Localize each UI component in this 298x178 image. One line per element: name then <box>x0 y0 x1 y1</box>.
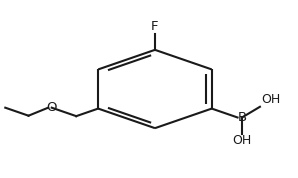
Text: F: F <box>151 20 159 33</box>
Text: OH: OH <box>261 93 281 106</box>
Text: O: O <box>46 101 57 114</box>
Text: OH: OH <box>232 134 252 147</box>
Text: B: B <box>238 111 247 124</box>
